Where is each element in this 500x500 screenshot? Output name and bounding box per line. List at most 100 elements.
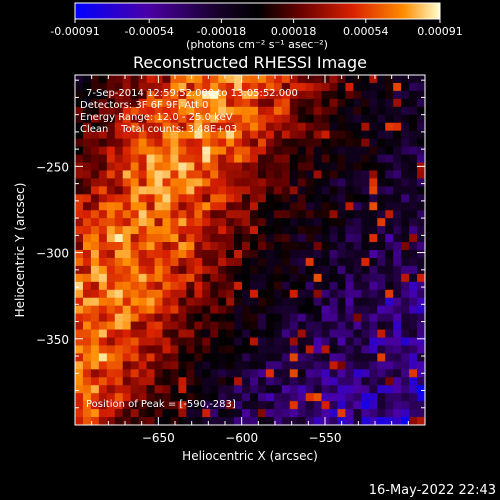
- heatmap-cell: [369, 257, 378, 267]
- heatmap-cell: [162, 337, 171, 346]
- heatmap-cell: [305, 186, 314, 195]
- heatmap-cell: [353, 122, 362, 131]
- heatmap-cell: [162, 393, 171, 402]
- heatmap-cell: [75, 393, 84, 402]
- heatmap-cell: [393, 265, 402, 275]
- heatmap-cell: [321, 98, 330, 108]
- heatmap-cell: [234, 417, 243, 425]
- heatmap-cell: [345, 329, 354, 338]
- heatmap-cell: [281, 178, 291, 187]
- heatmap-cell: [385, 297, 394, 306]
- heatmap-cell: [385, 329, 394, 338]
- heatmap-cell: [257, 138, 267, 147]
- heatmap-cell: [401, 329, 410, 338]
- colorbar-tick-label: 0.00018: [271, 25, 317, 38]
- heatmap-cell: [345, 218, 354, 227]
- heatmap-cell: [409, 146, 418, 155]
- heatmap-cell: [226, 242, 235, 251]
- heatmap-cell: [337, 305, 346, 314]
- heatmap-cell: [353, 385, 362, 394]
- heatmap-cell: [369, 114, 378, 124]
- heatmap-cell: [138, 385, 147, 394]
- heatmap-cell: [210, 242, 219, 251]
- heatmap-cell: [202, 138, 211, 147]
- colorbar-tick-label: -0.00018: [197, 25, 246, 38]
- heatmap-cell: [114, 146, 124, 155]
- heatmap-cell: [146, 114, 155, 124]
- heatmap-cell: [210, 337, 219, 346]
- heatmap-cell: [409, 305, 418, 314]
- heatmap-cell: [130, 250, 139, 259]
- heatmap-cell: [297, 313, 306, 322]
- heatmap-cell: [114, 194, 124, 203]
- heatmap-cell: [250, 329, 259, 338]
- heatmap-cell: [265, 138, 275, 147]
- heatmap-cell: [178, 146, 187, 155]
- heatmap-cell: [361, 146, 370, 155]
- heatmap-cell: [265, 226, 275, 235]
- heatmap-cell: [75, 82, 84, 92]
- heatmap-cell: [281, 146, 291, 155]
- heatmap-cell: [218, 234, 227, 243]
- heatmap-cell: [234, 186, 243, 195]
- heatmap-cell: [273, 305, 283, 314]
- heatmap-cell: [234, 369, 243, 378]
- heatmap-cell: [321, 281, 330, 291]
- heatmap-cell: [90, 385, 100, 394]
- heatmap-cell: [170, 122, 179, 131]
- heatmap-cell: [218, 401, 227, 410]
- heatmap-cell: [82, 98, 92, 108]
- heatmap-cell: [186, 377, 195, 386]
- heatmap-cell: [297, 178, 306, 187]
- heatmap-cell: [146, 226, 155, 235]
- heatmap-cell: [90, 82, 100, 92]
- heatmap-cell: [250, 75, 259, 84]
- heatmap-cell: [226, 313, 235, 322]
- heatmap-cell: [170, 313, 179, 322]
- heatmap-cell: [178, 281, 187, 291]
- heatmap-cell: [377, 130, 386, 139]
- heatmap-cell: [242, 138, 251, 147]
- heatmap-cells: [75, 75, 425, 425]
- heatmap-cell: [250, 337, 259, 346]
- heatmap-cell: [265, 337, 275, 346]
- heatmap-cell: [75, 202, 84, 211]
- heatmap-cell: [250, 297, 259, 306]
- heatmap-cell: [202, 289, 211, 299]
- heatmap-cell: [361, 361, 370, 370]
- heatmap-cell: [178, 401, 187, 410]
- heatmap-cell: [297, 146, 306, 155]
- heatmap-cell: [257, 313, 267, 322]
- heatmap-cell: [234, 401, 243, 410]
- heatmap-cell: [289, 265, 299, 275]
- heatmap-cell: [250, 393, 259, 402]
- heatmap-cell: [345, 297, 354, 306]
- heatmap-cell: [162, 75, 171, 84]
- heatmap-cell: [313, 154, 322, 163]
- heatmap-cell: [250, 194, 259, 203]
- heatmap-cell: [417, 281, 425, 291]
- heatmap-cell: [242, 114, 251, 124]
- heatmap-cell: [90, 409, 100, 418]
- heatmap-cell: [202, 385, 211, 394]
- heatmap-cell: [250, 82, 259, 92]
- heatmap-cell: [401, 353, 410, 362]
- heatmap-cell: [281, 417, 291, 425]
- heatmap-cell: [114, 154, 124, 163]
- heatmap-cell: [250, 98, 259, 108]
- heatmap-cell: [170, 146, 179, 155]
- heatmap-cell: [297, 305, 306, 314]
- heatmap-cell: [242, 154, 251, 163]
- heatmap-cell: [281, 345, 291, 354]
- heatmap-cell: [250, 146, 259, 155]
- heatmap-cell: [321, 114, 330, 124]
- heatmap-cell: [98, 75, 108, 84]
- heatmap-cell: [210, 409, 219, 418]
- heatmap-cell: [75, 226, 84, 235]
- heatmap-cell: [114, 417, 124, 425]
- heatmap-cell: [202, 218, 211, 227]
- heatmap-cell: [82, 154, 92, 163]
- heatmap-cell: [361, 345, 370, 354]
- heatmap-cell: [106, 130, 116, 139]
- heatmap-cell: [82, 178, 92, 187]
